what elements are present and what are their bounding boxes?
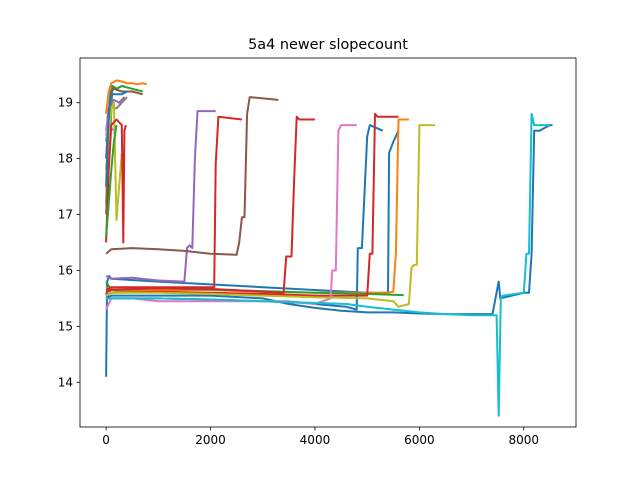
y-tick-label: 16 bbox=[58, 263, 73, 277]
series-line-15 bbox=[105, 79, 148, 115]
series-layer bbox=[105, 79, 553, 417]
series-line-9 bbox=[105, 96, 279, 256]
series-line-11 bbox=[105, 124, 435, 308]
series-line-6 bbox=[105, 115, 315, 294]
x-tick-label: 6000 bbox=[404, 433, 435, 447]
series-line-21 bbox=[105, 118, 127, 244]
x-tick-label: 2000 bbox=[195, 433, 226, 447]
y-axis: 14 15 16 17 18 19 bbox=[58, 96, 80, 389]
series-line-23 bbox=[105, 124, 118, 237]
x-axis: 0 2000 4000 6000 8000 bbox=[102, 427, 539, 447]
x-tick-label: 8000 bbox=[509, 433, 540, 447]
series-line-22 bbox=[105, 90, 128, 187]
x-tick-label: 0 bbox=[102, 433, 110, 447]
y-tick-label: 17 bbox=[58, 208, 73, 222]
series-line-7 bbox=[105, 112, 399, 297]
series-line-2 bbox=[105, 124, 553, 316]
series-line-5 bbox=[105, 115, 243, 291]
y-tick-label: 19 bbox=[58, 96, 73, 110]
series-line-10 bbox=[105, 124, 357, 311]
x-tick-label: 4000 bbox=[300, 433, 331, 447]
series-line-12 bbox=[106, 112, 550, 417]
chart-title: 5a4 newer slopecount bbox=[248, 37, 408, 53]
series-line-0 bbox=[105, 130, 400, 377]
series-line-8 bbox=[105, 110, 216, 283]
y-tick-label: 14 bbox=[58, 375, 73, 389]
y-tick-label: 18 bbox=[58, 152, 73, 166]
y-tick-label: 15 bbox=[58, 319, 73, 333]
plot-frame bbox=[79, 57, 577, 428]
